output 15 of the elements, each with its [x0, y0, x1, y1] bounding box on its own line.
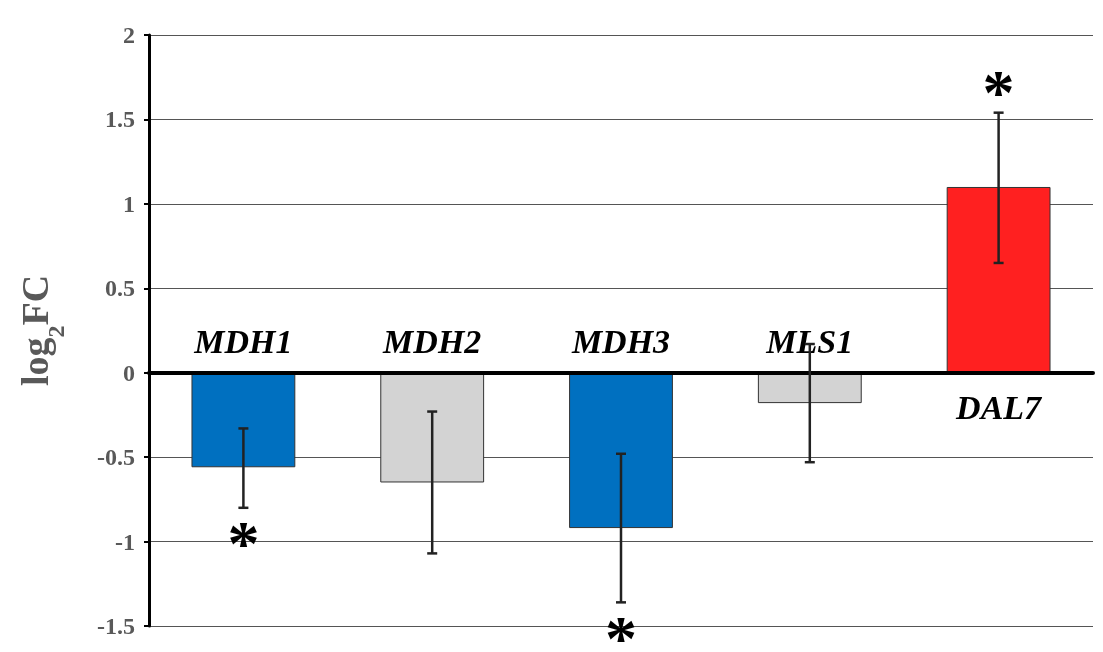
y-axis-title: log2FC [14, 274, 69, 387]
y-tick-label: 0 [123, 359, 135, 386]
y-tick-label: 1 [123, 190, 135, 217]
x-tick-label: MLS1 [765, 323, 854, 361]
annotation: * [982, 57, 1015, 129]
y-tick-label: -0.5 [97, 444, 135, 471]
y-tick-label: 1.5 [105, 106, 135, 133]
x-tick-label: MDH3 [570, 323, 671, 361]
y-tick-label: -1 [115, 528, 135, 555]
y-tick-label: -1.5 [97, 613, 135, 639]
x-tick-label: MDH1 [193, 323, 293, 361]
x-tick-label: MDH2 [382, 323, 482, 361]
y-tick-label: 2 [123, 22, 135, 48]
y-tick-label: 0.5 [105, 275, 135, 302]
x-tick-label: DAL7 [955, 389, 1044, 427]
